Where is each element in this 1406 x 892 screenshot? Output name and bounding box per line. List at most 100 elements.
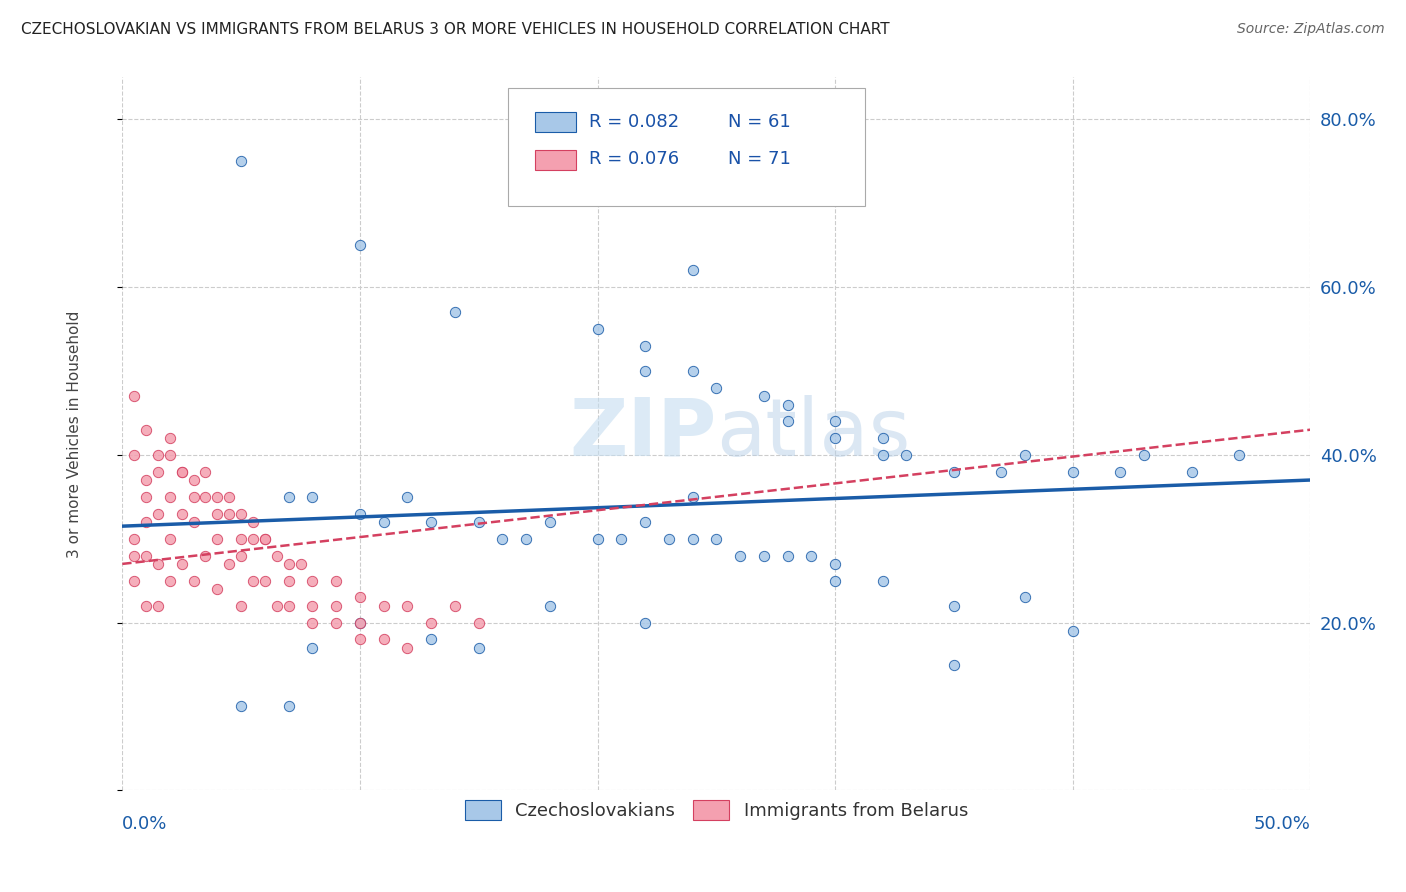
- Text: 50.0%: 50.0%: [1254, 815, 1310, 833]
- Point: [277, 557, 299, 571]
- Point: [122, 532, 145, 546]
- Point: [207, 582, 229, 596]
- Point: [1180, 465, 1202, 479]
- Point: [277, 574, 299, 588]
- Point: [420, 615, 443, 630]
- Point: [515, 532, 537, 546]
- Point: [824, 557, 846, 571]
- Point: [586, 322, 609, 336]
- Point: [301, 490, 323, 504]
- Point: [301, 574, 323, 588]
- Point: [610, 532, 633, 546]
- Point: [218, 557, 240, 571]
- Point: [538, 599, 561, 613]
- Point: [159, 574, 181, 588]
- Point: [634, 339, 657, 353]
- Text: CZECHOSLOVAKIAN VS IMMIGRANTS FROM BELARUS 3 OR MORE VEHICLES IN HOUSEHOLD CORRE: CZECHOSLOVAKIAN VS IMMIGRANTS FROM BELAR…: [21, 22, 890, 37]
- Point: [242, 574, 264, 588]
- Point: [159, 490, 181, 504]
- Text: N = 61: N = 61: [728, 113, 792, 131]
- Point: [752, 549, 775, 563]
- Point: [634, 515, 657, 529]
- Text: atlas: atlas: [716, 395, 911, 473]
- Point: [122, 448, 145, 462]
- Point: [194, 549, 217, 563]
- Point: [682, 263, 704, 277]
- Point: [349, 615, 371, 630]
- Point: [325, 574, 347, 588]
- Point: [349, 238, 371, 252]
- Point: [776, 398, 799, 412]
- Point: [396, 599, 419, 613]
- Point: [229, 532, 252, 546]
- Point: [229, 699, 252, 714]
- Point: [301, 640, 323, 655]
- Point: [824, 431, 846, 445]
- Point: [122, 389, 145, 403]
- Point: [135, 599, 157, 613]
- Point: [896, 448, 918, 462]
- Point: [349, 615, 371, 630]
- Point: [752, 389, 775, 403]
- Text: ZIP: ZIP: [569, 395, 716, 473]
- Point: [253, 532, 276, 546]
- Text: 0.0%: 0.0%: [122, 815, 167, 833]
- Point: [373, 632, 395, 647]
- FancyBboxPatch shape: [534, 150, 576, 170]
- Point: [467, 615, 489, 630]
- Legend: Czechoslovakians, Immigrants from Belarus: Czechoslovakians, Immigrants from Belaru…: [457, 792, 976, 828]
- Point: [824, 574, 846, 588]
- Point: [253, 532, 276, 546]
- Point: [420, 632, 443, 647]
- Point: [325, 615, 347, 630]
- Point: [242, 515, 264, 529]
- Point: [349, 632, 371, 647]
- Point: [146, 557, 169, 571]
- Point: [942, 599, 965, 613]
- Point: [277, 699, 299, 714]
- FancyBboxPatch shape: [509, 88, 865, 206]
- Text: 3 or more Vehicles in Household: 3 or more Vehicles in Household: [67, 310, 83, 558]
- Point: [776, 414, 799, 428]
- Point: [634, 364, 657, 378]
- Point: [1109, 465, 1132, 479]
- Point: [444, 305, 467, 319]
- Point: [170, 557, 193, 571]
- Point: [682, 364, 704, 378]
- Point: [146, 465, 169, 479]
- Point: [301, 599, 323, 613]
- Point: [146, 599, 169, 613]
- Point: [325, 599, 347, 613]
- Point: [207, 507, 229, 521]
- Point: [170, 465, 193, 479]
- Point: [1014, 448, 1036, 462]
- Point: [396, 490, 419, 504]
- Point: [420, 515, 443, 529]
- Point: [1062, 465, 1084, 479]
- Point: [349, 507, 371, 521]
- Point: [942, 657, 965, 672]
- Point: [135, 515, 157, 529]
- Point: [872, 448, 894, 462]
- Text: R = 0.082: R = 0.082: [589, 113, 679, 131]
- Point: [634, 615, 657, 630]
- Point: [183, 515, 205, 529]
- Point: [491, 532, 513, 546]
- Point: [159, 431, 181, 445]
- Point: [586, 532, 609, 546]
- Point: [277, 490, 299, 504]
- Point: [135, 473, 157, 487]
- Point: [942, 465, 965, 479]
- Point: [728, 549, 751, 563]
- Point: [207, 532, 229, 546]
- Point: [467, 515, 489, 529]
- Point: [704, 381, 727, 395]
- Point: [122, 574, 145, 588]
- Point: [277, 599, 299, 613]
- Point: [800, 549, 823, 563]
- Point: [170, 507, 193, 521]
- Point: [1133, 448, 1156, 462]
- Point: [229, 549, 252, 563]
- Point: [183, 490, 205, 504]
- Point: [349, 591, 371, 605]
